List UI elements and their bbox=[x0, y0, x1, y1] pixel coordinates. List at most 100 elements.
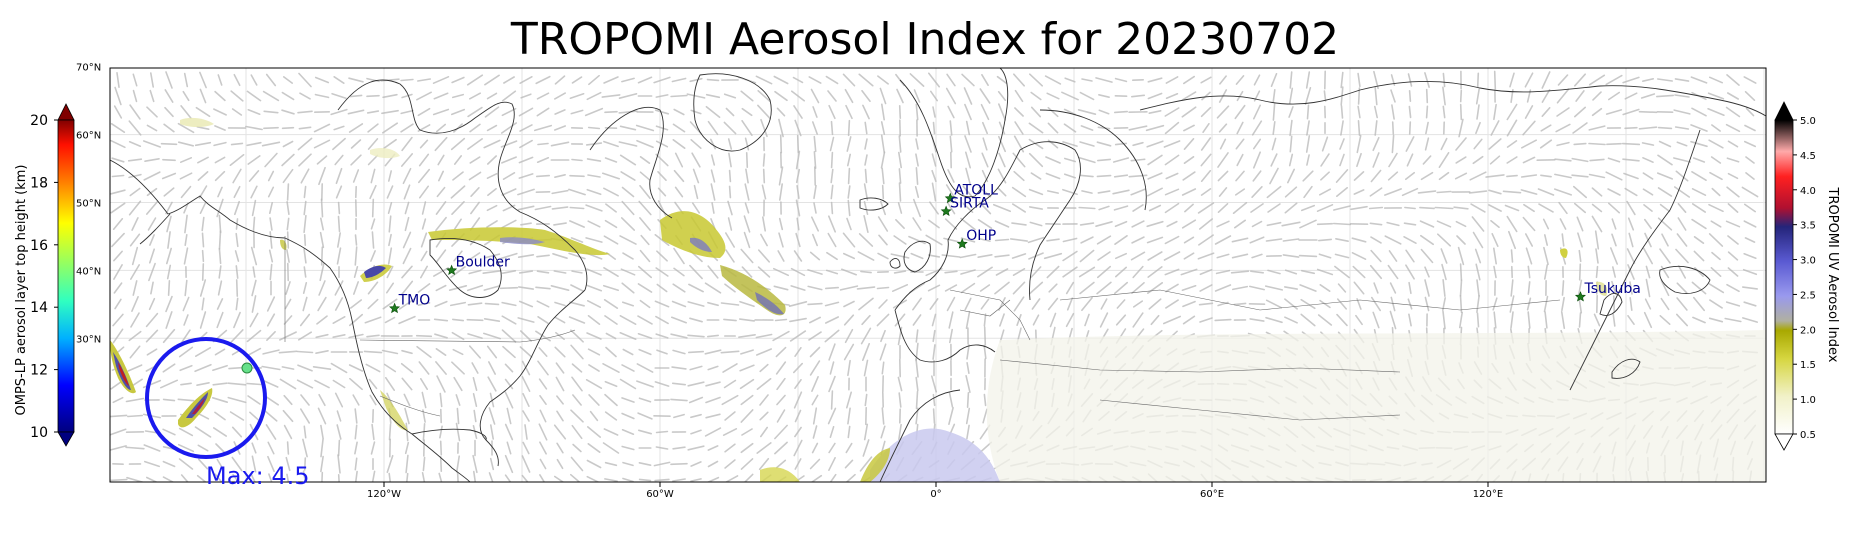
wind-arrow bbox=[1182, 300, 1196, 308]
wind-arrow bbox=[727, 200, 733, 216]
wind-arrow bbox=[897, 151, 903, 169]
wind-arrow bbox=[517, 254, 535, 259]
wind-arrow bbox=[1405, 264, 1415, 280]
wind-arrow bbox=[1147, 92, 1163, 100]
longitude-label: 120°W bbox=[367, 489, 401, 500]
wind-arrow bbox=[281, 91, 295, 101]
wind-arrow bbox=[761, 184, 767, 200]
wind-arrow bbox=[1031, 298, 1041, 310]
wind-arrow bbox=[1459, 103, 1463, 121]
wind-arrow bbox=[639, 171, 651, 181]
wind-arrow bbox=[638, 200, 652, 216]
wind-arrow bbox=[740, 90, 754, 102]
wind-arrow bbox=[1510, 311, 1514, 329]
wind-arrow bbox=[217, 280, 223, 296]
wind-arrow bbox=[1544, 311, 1548, 329]
wind-arrow bbox=[1560, 310, 1566, 330]
wind-arrow bbox=[1214, 284, 1232, 292]
wind-arrow bbox=[233, 311, 241, 329]
wind-arrow bbox=[278, 350, 298, 354]
wind-arrow bbox=[400, 153, 414, 167]
wind-arrow bbox=[824, 301, 840, 307]
wind-arrow bbox=[605, 332, 617, 340]
wind-arrow bbox=[349, 377, 363, 391]
wind-arrow bbox=[130, 312, 140, 328]
wind-arrow bbox=[891, 283, 909, 293]
wind-arrow bbox=[760, 118, 768, 138]
wind-arrow bbox=[690, 429, 702, 435]
wind-arrow bbox=[1062, 141, 1078, 147]
wind-arrow bbox=[388, 423, 392, 441]
wind-arrow bbox=[740, 442, 754, 454]
wind-arrow bbox=[1181, 284, 1197, 292]
wind-arrow bbox=[930, 375, 938, 393]
wind-arrow bbox=[878, 299, 888, 309]
wind-arrow bbox=[893, 270, 907, 274]
wind-arrow bbox=[1577, 232, 1583, 248]
wind-arrow bbox=[1408, 90, 1412, 102]
wind-arrow bbox=[148, 297, 156, 311]
wind-arrow bbox=[810, 88, 820, 104]
wind-arrow bbox=[552, 253, 568, 260]
wind-arrow bbox=[1335, 238, 1349, 242]
wind-arrow bbox=[1235, 170, 1245, 182]
wind-arrow bbox=[519, 330, 533, 342]
wind-arrow bbox=[963, 87, 973, 105]
wind-arrow bbox=[704, 427, 722, 437]
wind-arrow bbox=[965, 310, 971, 330]
wind-arrow bbox=[860, 327, 872, 345]
wind-arrow bbox=[1642, 172, 1654, 180]
wind-arrow bbox=[1741, 186, 1759, 198]
wind-arrow bbox=[1391, 134, 1395, 154]
wind-arrow bbox=[720, 350, 740, 354]
wind-arrow bbox=[1408, 105, 1412, 119]
wind-arrow bbox=[812, 407, 818, 425]
wind-arrow bbox=[1612, 313, 1616, 327]
wind-arrow bbox=[1674, 186, 1690, 198]
wind-arrow bbox=[1424, 279, 1430, 297]
wind-arrow bbox=[847, 425, 851, 439]
wind-arrow bbox=[1147, 172, 1163, 180]
wind-arrow bbox=[398, 315, 416, 325]
wind-arrow bbox=[554, 301, 566, 307]
wind-arrow bbox=[400, 78, 414, 82]
wind-arrow bbox=[1644, 218, 1652, 230]
wind-arrow bbox=[1012, 267, 1026, 277]
wind-arrow bbox=[489, 392, 495, 408]
wind-arrow bbox=[740, 349, 754, 355]
wind-arrow bbox=[1253, 151, 1261, 169]
wind-arrow bbox=[928, 219, 940, 229]
wind-arrow bbox=[348, 333, 364, 339]
wind-arrow bbox=[793, 105, 803, 119]
wind-arrow bbox=[181, 329, 191, 343]
wind-arrow bbox=[1510, 249, 1514, 263]
wind-arrow bbox=[268, 473, 273, 482]
wind-arrow bbox=[1306, 120, 1310, 136]
wind-arrow bbox=[638, 397, 652, 403]
wind-arrow bbox=[251, 295, 257, 313]
wind-arrow bbox=[483, 285, 501, 291]
wind-arrow bbox=[1591, 203, 1603, 213]
wind-arrow bbox=[246, 329, 262, 343]
wind-arrow bbox=[536, 254, 550, 258]
wind-arrow bbox=[807, 269, 823, 275]
wind-arrow bbox=[421, 201, 427, 215]
wind-arrow bbox=[348, 313, 364, 327]
wind-arrow bbox=[331, 92, 347, 100]
wind-arrow bbox=[604, 157, 618, 163]
wind-arrow bbox=[637, 283, 653, 293]
wind-arrow bbox=[450, 137, 466, 151]
wind-arrow bbox=[932, 329, 936, 343]
wind-arrow bbox=[960, 282, 976, 294]
wind-arrow bbox=[1080, 174, 1094, 178]
wind-arrow bbox=[741, 120, 753, 136]
wind-arrow bbox=[1046, 265, 1060, 279]
wind-arrow bbox=[506, 441, 512, 455]
wind-arrow bbox=[482, 269, 502, 275]
wind-arrow bbox=[898, 423, 902, 441]
wind-arrow bbox=[468, 171, 482, 181]
wind-arrow bbox=[618, 141, 638, 147]
wind-arrow bbox=[655, 315, 669, 325]
wind-arrow bbox=[1372, 152, 1380, 168]
wind-arrow bbox=[183, 314, 189, 326]
